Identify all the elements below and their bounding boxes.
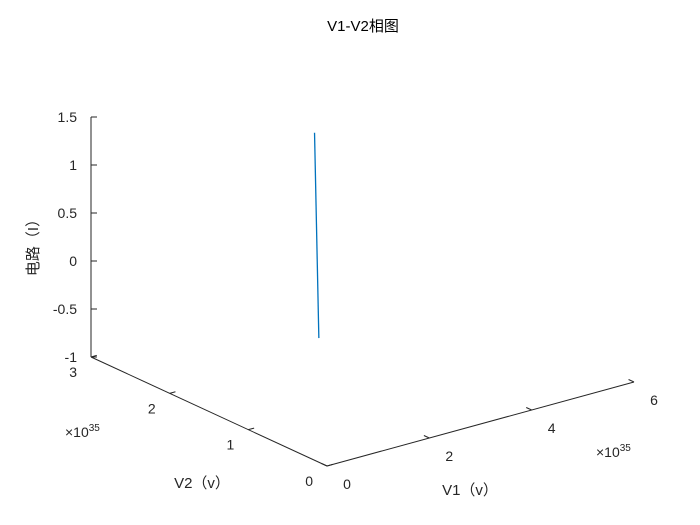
x-axis-label: V1（v）	[442, 482, 498, 499]
chart-title: V1-V2相图	[327, 18, 399, 35]
z-axis-label: 电路（I）	[25, 212, 42, 276]
x-tick-label: 0	[343, 476, 351, 492]
x-tick-mark	[423, 435, 430, 439]
x-tick-label: 6	[650, 392, 658, 408]
z-tick-label: 0	[69, 253, 77, 269]
z-tick-label: -0.5	[53, 301, 77, 317]
x-exponent-label: ×1035	[596, 443, 631, 460]
y-tick-label: 1	[227, 437, 235, 453]
chart-series	[313, 132, 320, 339]
y-tick-label: 0	[305, 473, 313, 489]
chart-axes	[90, 117, 635, 467]
series-line	[313, 132, 320, 339]
x-axis-line	[326, 381, 635, 467]
y-axis-line	[90, 356, 328, 467]
y-tick-label: 2	[148, 400, 156, 416]
y-tick-mark	[169, 391, 176, 394]
y-tick-label: 3	[69, 364, 77, 380]
z-tick-label: -1	[65, 349, 78, 365]
y-axis-label: V2（v）	[174, 475, 230, 492]
x-tick-label: 2	[445, 448, 453, 464]
x-tick-mark	[628, 379, 635, 383]
y-tick-mark	[248, 427, 255, 431]
z-tick-label: 1.5	[58, 109, 78, 125]
x-tick-mark	[321, 463, 328, 467]
x-tick-label: 4	[548, 420, 556, 436]
z-tick-label: 1	[69, 157, 77, 173]
y-exponent-label: ×1035	[65, 423, 100, 440]
y-tick-mark	[326, 463, 333, 467]
chart-ticks: 0 2 4 6 0 1 2 3-1 -0.5 0 0.5 1 1.5	[53, 109, 658, 492]
x-tick-mark	[526, 407, 532, 411]
z-tick-label: 0.5	[58, 205, 78, 221]
